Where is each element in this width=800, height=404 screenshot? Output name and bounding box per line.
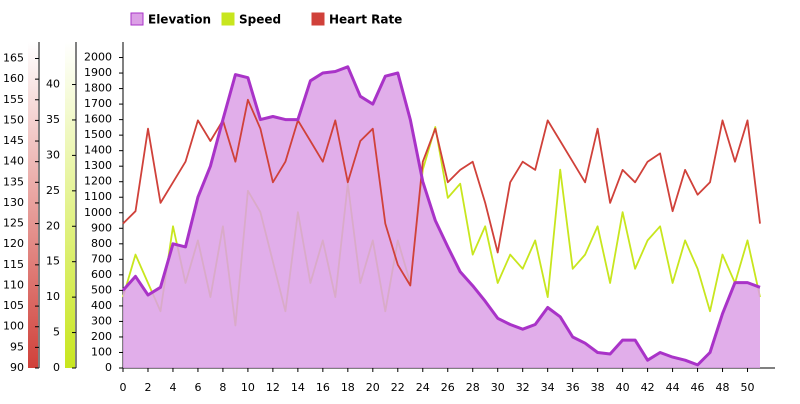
y-tick-label: 1100	[84, 190, 112, 203]
y-tick-label: 145	[3, 134, 24, 147]
x-tick-label: 22	[391, 381, 405, 394]
series-line	[122, 98, 761, 287]
x-tick-label: 40	[616, 381, 630, 394]
y-tick-label: 900	[91, 221, 112, 234]
y-tick-label: 165	[3, 52, 24, 65]
x-tick-label: 18	[341, 381, 355, 394]
y-tick-label: 200	[91, 330, 112, 343]
y-tick-label: 800	[91, 237, 112, 250]
y-tick-label: 150	[3, 113, 24, 126]
x-tick-label: 42	[641, 381, 655, 394]
speed-axis-bar	[65, 42, 75, 368]
y-tick-label: 5	[53, 326, 60, 339]
y-tick-label: 100	[3, 320, 24, 333]
y-tick-label: 1000	[84, 206, 112, 219]
y-tick-label: 120	[3, 237, 24, 250]
x-tick-label: 26	[441, 381, 455, 394]
y-tick-label: 155	[3, 93, 24, 106]
x-tick-label: 36	[566, 381, 580, 394]
y-tick-label: 400	[91, 299, 112, 312]
y-tick-label: 160	[3, 72, 24, 85]
x-tick-label: 10	[241, 381, 255, 394]
x-tick-label: 28	[466, 381, 480, 394]
y-tick-label: 30	[46, 148, 60, 161]
x-tick-label: 20	[366, 381, 380, 394]
x-tick-label: 44	[666, 381, 680, 394]
y-tick-label: 1800	[84, 82, 112, 95]
y-tick-label: 0	[53, 361, 60, 374]
y-tick-label: 140	[3, 155, 24, 168]
y-tick-label: 1600	[84, 113, 112, 126]
x-tick-label: 6	[194, 381, 201, 394]
hr-axis-bar	[28, 42, 38, 368]
y-tick-label: 10	[46, 290, 60, 303]
y-tick-label: 1200	[84, 175, 112, 188]
x-tick-label: 2	[144, 381, 151, 394]
y-tick-label: 105	[3, 299, 24, 312]
y-tick-label: 110	[3, 278, 24, 291]
x-tick-label: 0	[120, 381, 127, 394]
x-tick-label: 16	[316, 381, 330, 394]
x-tick-label: 32	[516, 381, 530, 394]
y-tick-label: 1500	[84, 128, 112, 141]
y-tick-label: 90	[10, 361, 24, 374]
y-tick-label: 1700	[84, 97, 112, 110]
legend-label: Speed	[239, 13, 281, 27]
x-tick-label: 24	[416, 381, 430, 394]
x-tick-label: 50	[741, 381, 755, 394]
y-tick-label: 1300	[84, 159, 112, 172]
y-tick-label: 125	[3, 217, 24, 230]
y-tick-label: 15	[46, 255, 60, 268]
y-tick-label: 130	[3, 196, 24, 209]
legend-label: Heart Rate	[329, 13, 402, 27]
y-tick-label: 20	[46, 219, 60, 232]
y-tick-label: 95	[10, 340, 24, 353]
legend-swatch	[311, 12, 325, 26]
x-tick-label: 30	[491, 381, 505, 394]
y-tick-label: 300	[91, 314, 112, 327]
series-line	[121, 65, 761, 367]
y-tick-label: 1900	[84, 66, 112, 79]
y-tick-label: 500	[91, 283, 112, 296]
legend-label: Elevation	[148, 13, 211, 27]
y-tick-label: 115	[3, 258, 24, 271]
y-tick-label: 2000	[84, 51, 112, 64]
y-tick-label: 600	[91, 268, 112, 281]
x-tick-label: 46	[691, 381, 705, 394]
y-tick-label: 700	[91, 252, 112, 265]
elevation-area	[123, 66, 760, 369]
legend-swatch	[221, 12, 235, 26]
y-tick-label: 1400	[84, 144, 112, 157]
legend: Elevation Speed Heart Rate	[130, 12, 402, 27]
y-tick-label: 135	[3, 175, 24, 188]
x-tick-label: 14	[291, 381, 305, 394]
legend-swatch	[130, 12, 144, 26]
x-tick-label: 12	[266, 381, 280, 394]
x-tick-label: 8	[219, 381, 226, 394]
y-tick-label: 100	[91, 345, 112, 358]
x-tick-label: 34	[541, 381, 555, 394]
y-tick-label: 40	[46, 78, 60, 91]
y-tick-label: 35	[46, 113, 60, 126]
y-tick-label: 25	[46, 184, 60, 197]
x-tick-label: 38	[591, 381, 605, 394]
x-tick-label: 48	[716, 381, 730, 394]
y-tick-label: 0	[105, 361, 112, 374]
x-tick-label: 4	[169, 381, 176, 394]
